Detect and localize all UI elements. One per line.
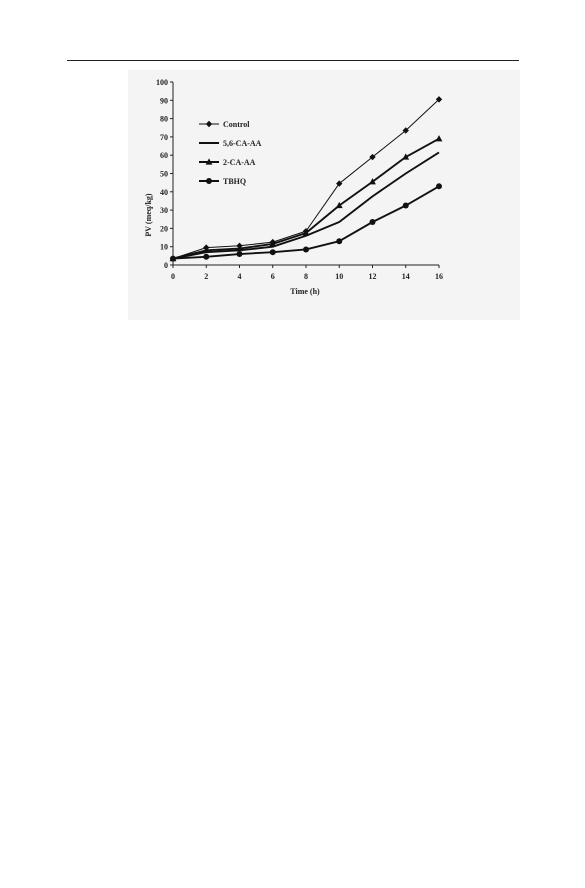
y-tick-label: 50: [160, 170, 168, 179]
legend-item-5-6-ca-aa: 5,6-CA-AA: [199, 139, 262, 148]
data-point-2-ca-aa: [236, 244, 243, 252]
y-tick-label: 90: [160, 96, 168, 105]
data-point-2-ca-aa: [202, 246, 210, 253]
pv-line-chart: 0 2 4 6 8 10 12 14 16 0 10 20 30 40 50 60 70 80 90 100 Cont…: [144, 78, 443, 296]
x-tick-label: 0: [171, 272, 175, 281]
series-line-5-6-ca-aa: [172, 151, 440, 260]
legend-label-2-ca-aa: 2-CA-AA: [223, 158, 256, 167]
y-axis-title: PV (meq/kg): [144, 193, 153, 237]
legend-marker-tbhq: [206, 178, 212, 184]
chart-series: [169, 96, 443, 262]
y-tick-label: 10: [160, 243, 168, 252]
legend-label-tbhq: TBHQ: [223, 177, 246, 186]
x-tick-label: 6: [271, 272, 275, 281]
data-point-tbhq: [336, 238, 343, 245]
series-5-6-ca-aa: [172, 151, 440, 260]
data-point-2-ca-aa: [402, 153, 410, 160]
data-point-tbhq: [269, 249, 276, 256]
data-point-tbhq: [170, 255, 176, 262]
data-point-2-ca-aa: [335, 201, 343, 209]
chart-axes: 0 2 4 6 8 10 12 14 16 0 10 20 30 40 50 60 70 80 90 100: [156, 78, 443, 281]
x-tick-label: 4: [238, 272, 242, 281]
y-tick-label: 100: [156, 78, 168, 87]
data-point-tbhq: [236, 251, 243, 258]
data-point-tbhq: [436, 183, 442, 190]
data-point-control: [369, 153, 376, 161]
data-point-tbhq: [402, 202, 409, 209]
data-point-tbhq: [303, 246, 309, 253]
legend-item-control: Control: [199, 120, 250, 129]
series-2-ca-aa: [169, 135, 443, 262]
y-tick-label: 20: [160, 224, 168, 233]
data-point-2-ca-aa: [302, 229, 310, 236]
y-tick-label: 60: [160, 151, 168, 160]
x-tick-label: 16: [435, 272, 443, 281]
legend-label-control: Control: [223, 120, 250, 129]
x-tick-label: 14: [402, 272, 410, 281]
legend-item-tbhq: TBHQ: [199, 177, 246, 186]
y-tick-label: 70: [160, 133, 168, 142]
y-tick-label: 80: [160, 115, 168, 124]
page-top-rule: [67, 60, 519, 61]
x-tick-label: 2: [204, 272, 208, 281]
x-tick-label: 12: [369, 272, 377, 281]
data-point-2-ca-aa: [269, 240, 277, 247]
x-tick-label: 8: [304, 272, 308, 281]
data-point-tbhq: [369, 218, 376, 225]
data-point-control: [402, 127, 409, 134]
series-line-2-ca-aa: [172, 137, 440, 260]
data-point-2-ca-aa: [435, 135, 443, 142]
legend-marker-control: [205, 120, 213, 128]
data-point-2-ca-aa: [369, 178, 376, 185]
legend-marker-2-ca-aa: [205, 158, 213, 165]
chart-legend: Control 5,6-CA-AA 2-CA-AA TBHQ: [199, 120, 262, 186]
x-tick-label: 10: [335, 272, 343, 281]
data-point-tbhq: [203, 253, 210, 260]
y-tick-label: 0: [164, 261, 168, 270]
figure-background: [128, 70, 520, 320]
x-axis-title: Time (h): [290, 287, 320, 296]
data-point-control: [336, 180, 343, 187]
legend-label-5-6-ca-aa: 5,6-CA-AA: [223, 139, 262, 148]
legend-item-2-ca-aa: 2-CA-AA: [199, 158, 256, 167]
y-tick-label: 40: [160, 188, 168, 197]
y-tick-label: 30: [160, 206, 168, 215]
series-tbhq: [170, 183, 442, 262]
